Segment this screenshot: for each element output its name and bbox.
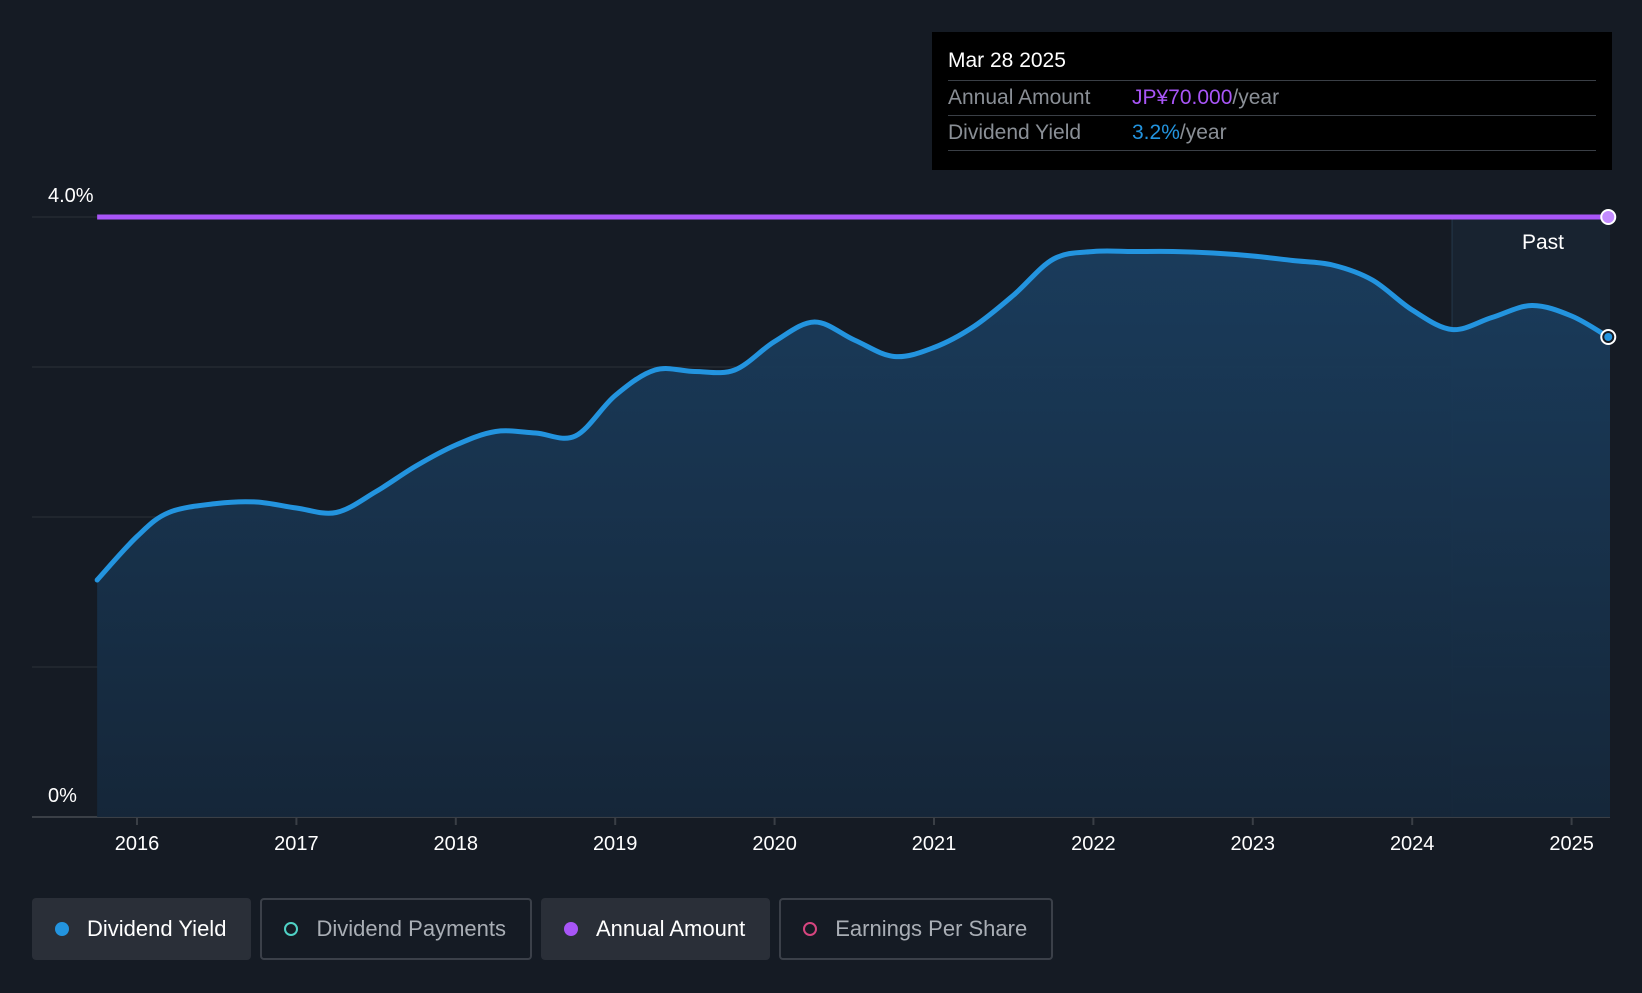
x-tick-label: 2022 (1071, 833, 1116, 855)
annual-amount-marker (1600, 209, 1617, 225)
dividend-yield-marker-core (1604, 333, 1613, 341)
x-tick-label: 2017 (274, 833, 319, 855)
tooltip-date: Mar 28 2025 (948, 46, 1596, 81)
legend-dividend-payments[interactable]: Dividend Payments (260, 898, 532, 960)
x-tick-label: 2025 (1549, 833, 1594, 855)
legend-label: Dividend Yield (87, 916, 227, 941)
tooltip: Mar 28 2025 Annual Amount JP¥70.000 /yea… (932, 32, 1612, 170)
legend-label: Earnings Per Share (835, 916, 1028, 941)
tooltip-unit: /year (1232, 86, 1280, 109)
tooltip-value: JP¥70.000 (1132, 86, 1233, 109)
tooltip-row-dividend-yield: Dividend Yield 3.2% /year (948, 116, 1596, 151)
legend-annual-amount[interactable]: Annual Amount (540, 898, 771, 960)
tooltip-unit: /year (1179, 121, 1227, 144)
dividend-yield-area (97, 250, 1610, 817)
legend: Dividend Yield Dividend Payments Annual … (32, 898, 1062, 960)
x-tick-label: 2019 (593, 833, 638, 855)
x-tick-label: 2020 (752, 833, 797, 855)
x-tick-label: 2024 (1390, 833, 1435, 855)
x-tick-label: 2021 (912, 833, 957, 855)
legend-dividend-yield[interactable]: Dividend Yield (32, 898, 252, 960)
x-tick-label: 2016 (115, 833, 160, 855)
legend-earnings-per-share[interactable]: Earnings Per Share (779, 898, 1054, 960)
x-tick-label: 2018 (434, 833, 479, 855)
y-tick-label: 0% (48, 785, 77, 807)
y-tick-label: 4.0% (48, 185, 94, 207)
legend-ring-icon (284, 922, 299, 936)
past-label: Past (1522, 231, 1564, 254)
tooltip-label: Dividend Yield (948, 121, 1082, 144)
legend-label: Dividend Payments (316, 916, 506, 941)
tooltip-value: 3.2% (1132, 121, 1180, 144)
legend-label: Annual Amount (595, 916, 746, 941)
legend-dot-icon (55, 922, 69, 936)
tooltip-label: Annual Amount (948, 86, 1091, 109)
x-tick-label: 2023 (1231, 833, 1276, 855)
tooltip-row-annual-amount: Annual Amount JP¥70.000 /year (948, 81, 1596, 116)
legend-ring-icon (803, 922, 818, 936)
dividend-yield-line (94, 248, 1611, 583)
legend-dot-icon (563, 922, 578, 936)
